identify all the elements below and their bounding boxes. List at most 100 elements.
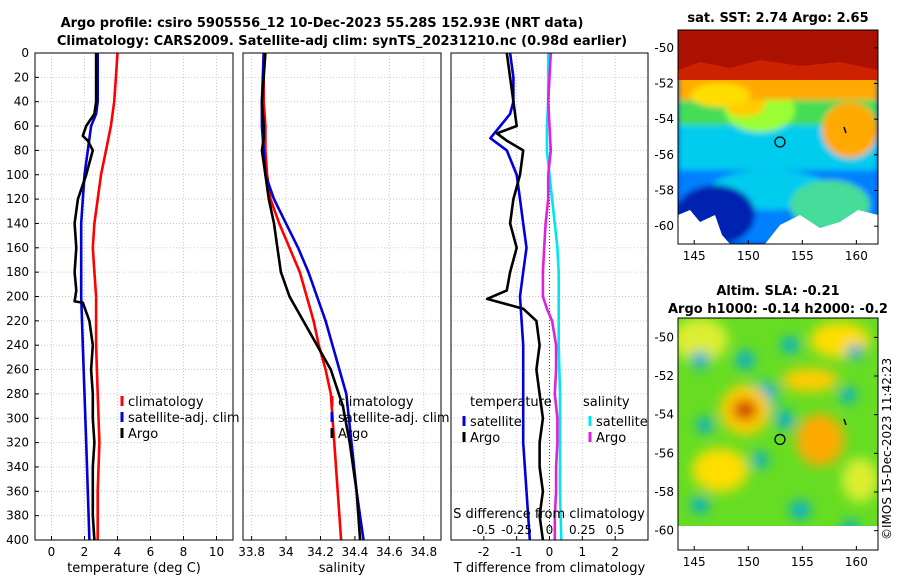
sst-map-ytick-label: -52 <box>654 77 674 91</box>
diff-s-legend-label: Argo <box>596 431 626 446</box>
sst-profile-marker <box>774 136 786 148</box>
differences-series-t-argo <box>485 52 545 541</box>
depth-tick-label: 120 <box>6 192 29 206</box>
temperature-xtick-label: 0 <box>48 545 56 559</box>
depth-tick-label: 380 <box>6 509 29 523</box>
sla-map-ytick-label: -60 <box>654 524 674 538</box>
sla-float-track <box>843 418 847 426</box>
diff-s-tick-label: 0.25 <box>569 523 596 537</box>
salinity-xtick-label: 33.8 <box>238 545 265 559</box>
depth-tick-label: 200 <box>6 290 29 304</box>
sst-map-ytick-label: -56 <box>654 148 674 162</box>
salinity-xlabel: salinity <box>319 561 366 576</box>
sla-map-xtick-label: 150 <box>737 555 760 569</box>
salinity-xtick-label: 34.2 <box>307 545 334 559</box>
sst-map-ytick-label: -58 <box>654 184 674 198</box>
temperature-panel: 0 2 4 6 8 10 temperature (deg C) 0 20 40 60 80 100 12… <box>6 46 234 576</box>
diff-t-legend-label: Argo <box>470 431 500 446</box>
main-title-line1: Argo profile: csiro 5905556_12 10-Dec-20… <box>61 16 584 31</box>
diff-legend-s-title: salinity <box>583 395 630 410</box>
depth-tick-label: 0 <box>21 46 29 60</box>
depth-tick-label: 300 <box>6 411 29 425</box>
salinity-frame <box>242 52 442 541</box>
diff-s-legend-label: satellite <box>596 415 648 430</box>
salinity-legend-label: satellite-adj. clim <box>338 411 450 426</box>
temperature-legend-label: satellite-adj. clim <box>128 411 240 426</box>
temperature-xlabel: temperature (deg C) <box>67 561 201 576</box>
depth-tick-label: 240 <box>6 338 29 352</box>
differences-panel: -2 -1 0 1 2 T difference from climatology <box>450 52 649 576</box>
sst-map-frame <box>677 29 879 245</box>
temperature-legend-label: Argo <box>128 427 158 442</box>
temperature-xtick-label: 10 <box>209 545 224 559</box>
depth-tick-label: 360 <box>6 484 29 498</box>
diff-legend-t-title: temperature <box>470 395 552 410</box>
sst-map-title: sat. SST: 2.74 Argo: 2.65 <box>687 11 868 26</box>
diff-s-tick-label: 0 <box>546 523 554 537</box>
sla-map-xtick-label: 160 <box>845 555 868 569</box>
sst-map-xtick-label: 160 <box>845 249 868 263</box>
sst-map-image <box>678 30 878 244</box>
sst-float-track <box>843 126 847 134</box>
temperature-xtick-label: 8 <box>180 545 188 559</box>
depth-tick-label: 100 <box>6 168 29 182</box>
sla-map-ytick-label: -50 <box>654 330 674 344</box>
sla-map-image <box>678 318 878 550</box>
differences-xtick-label: -1 <box>511 545 523 559</box>
sla-map-ytick-label: -58 <box>654 485 674 499</box>
depth-tick-label: 40 <box>14 95 29 109</box>
differences-series-t-satellite <box>489 52 532 541</box>
salinity-xtick-label: 34.4 <box>342 545 369 559</box>
depth-tick-label: 180 <box>6 265 29 279</box>
depth-tick-label: 340 <box>6 460 29 474</box>
depth-tick-label: 20 <box>14 70 29 84</box>
sla-map-title: Altim. SLA: -0.21 <box>716 284 839 299</box>
diff-s-axis-label: S difference from climatology <box>453 507 645 522</box>
temperature-xtick-label: 4 <box>114 545 122 559</box>
temperature-xtick-label: 6 <box>147 545 155 559</box>
depth-tick-label: 160 <box>6 241 29 255</box>
salinity-legend-label: Argo <box>338 427 368 442</box>
differences-xtick-label: 0 <box>546 545 554 559</box>
sst-map-ytick-label: -50 <box>654 41 674 55</box>
salinity-panel: 33.8 34 34.2 34.4 34.6 34.8 salinity <box>238 52 442 576</box>
differences-xlabel: T difference from climatology <box>453 561 646 576</box>
salinity-xtick-label: 34.6 <box>376 545 403 559</box>
sla-map-frame <box>677 317 879 551</box>
sla-map-axes: 145 150 155 160 -50 -52 -54 -56 -58 -60 <box>654 330 878 569</box>
sla-map-xtick-label: 155 <box>791 555 814 569</box>
sla-map-ytick-label: -56 <box>654 446 674 460</box>
depth-tick-label: 140 <box>6 216 29 230</box>
diff-s-tick-label: -0.25 <box>501 523 532 537</box>
sla-profile-marker <box>774 433 786 446</box>
depth-tick-label: 220 <box>6 314 29 328</box>
temperature-series-argo <box>73 53 98 541</box>
sst-map-xtick-label: 150 <box>737 249 760 263</box>
imos-watermark: ©IMOS 15-Dec-2023 11:42:23 <box>880 358 894 540</box>
differences-xtick-label: -2 <box>478 545 490 559</box>
differences-xtick-label: 1 <box>579 545 587 559</box>
depth-tick-label: 320 <box>6 436 29 450</box>
sst-map-xtick-label: 155 <box>791 249 814 263</box>
sst-map-axes: 145 150 155 160 -50 -52 -54 -56 -58 -60 <box>654 41 878 263</box>
sla-map-ytick-label: -54 <box>654 408 674 422</box>
diff-s-tick-label: 0.5 <box>606 523 625 537</box>
sst-map-xtick-label: 145 <box>683 249 706 263</box>
temperature-xtick-label: 2 <box>81 545 89 559</box>
salinity-xtick-label: 34.8 <box>410 545 437 559</box>
sla-map-xtick-label: 145 <box>683 555 706 569</box>
salinity-legend-label: climatology <box>338 395 414 410</box>
diff-s-tick-label: -0.5 <box>472 523 495 537</box>
differences-xtick-label: 2 <box>611 545 619 559</box>
salinity-series-climatology <box>262 53 343 541</box>
temperature-legend-label: climatology <box>128 395 204 410</box>
diff-t-legend-label: satellite <box>470 415 522 430</box>
sla-map-ytick-label: -52 <box>654 369 674 383</box>
depth-tick-label: 280 <box>6 387 29 401</box>
depth-tick-label: 80 <box>14 143 29 157</box>
